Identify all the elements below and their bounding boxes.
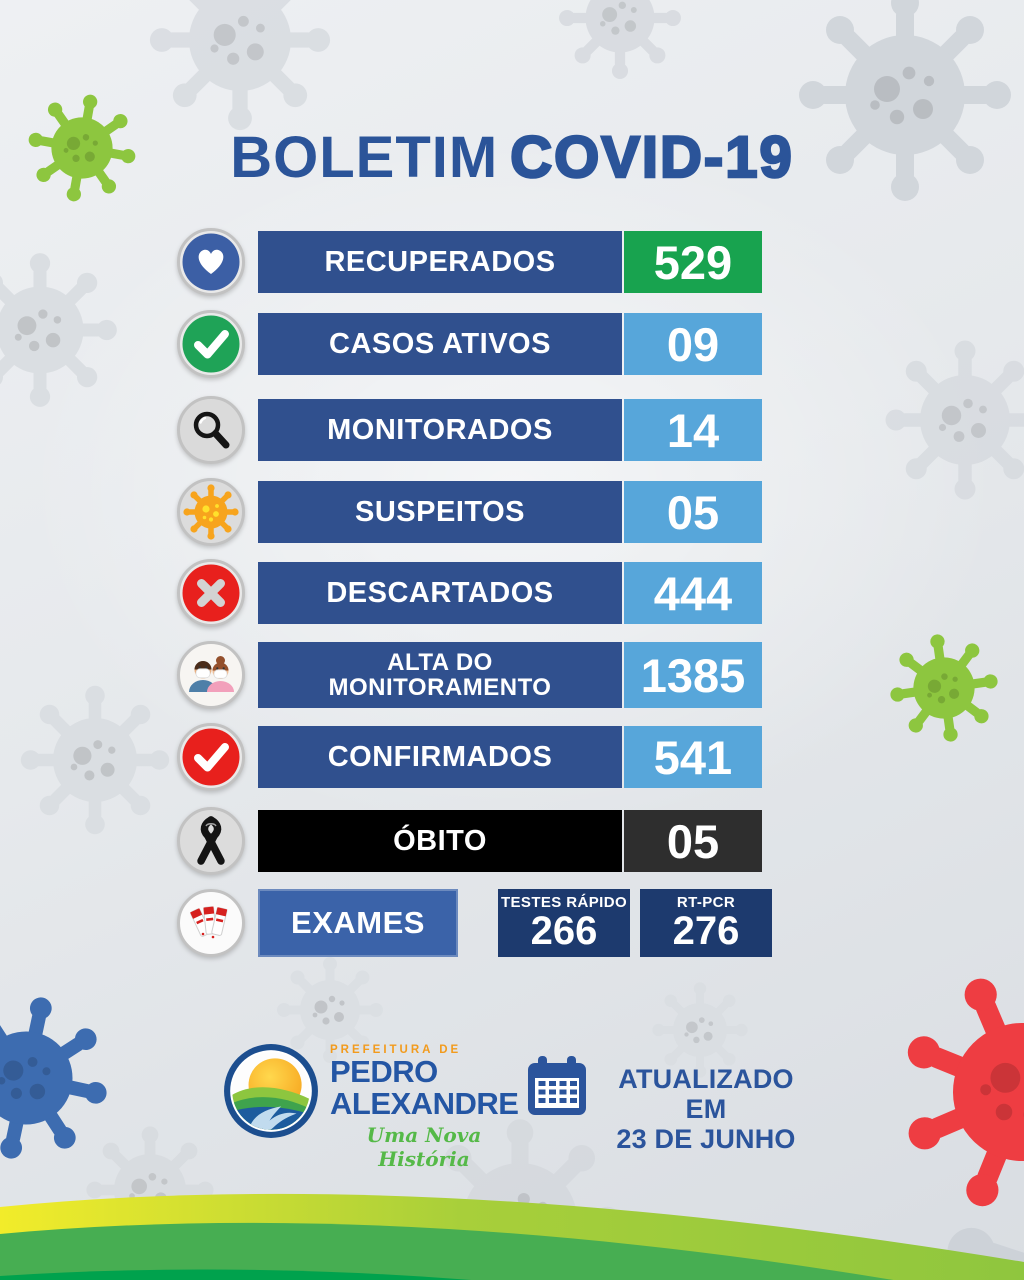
logo-slogan: Uma Nova História (366, 1123, 482, 1172)
green-virus-right (883, 627, 1005, 749)
city-logo (224, 1044, 318, 1138)
test-box-value: 266 (530, 909, 598, 953)
logo-caption: PREFEITURA DE (330, 1044, 462, 1056)
stat-row-casos-ativos: CASOS ATIVOS 09 (176, 309, 762, 379)
magnifier-icon (177, 396, 245, 464)
stat-value: 05 (624, 810, 762, 872)
heart-icon (177, 228, 245, 296)
updated-line1: ATUALIZADO EM (618, 1064, 794, 1125)
stat-value: 541 (624, 726, 762, 788)
stat-label: ÓBITO (258, 810, 622, 872)
test-box-label: TESTES RÁPIDO (500, 894, 628, 911)
stat-label: EXAMES (258, 889, 458, 957)
stat-label: ALTA DO MONITORAMENTO (258, 642, 622, 708)
stat-row-confirmados: CONFIRMADOS 541 (176, 722, 762, 792)
masked-people-icon (177, 641, 245, 709)
stat-row-obito: ÓBITO 05 (176, 806, 762, 876)
stat-value: 05 (624, 481, 762, 543)
stat-row-suspeitos: SUSPEITOS 05 (176, 477, 762, 547)
stat-row-alta-monitoramento: ALTA DO MONITORAMENTO 1385 (176, 640, 762, 710)
stat-value: 529 (624, 231, 762, 293)
green-bands (0, 1193, 1024, 1280)
test-box-label: RT-PCR (676, 894, 736, 911)
updated-line2: 23 DE JUNHO (616, 1124, 796, 1155)
check-circle-red-icon (177, 723, 245, 791)
mourning-ribbon-icon (177, 807, 245, 875)
red-virus-bottom-right (863, 933, 1024, 1250)
virus-orange-icon (177, 478, 245, 546)
stat-value: 1385 (624, 642, 762, 708)
check-circle-green-icon (177, 310, 245, 378)
city-logo-wordmark: PREFEITURA DE PEDRO ALEXANDRE Uma Nova H… (330, 1044, 519, 1172)
x-circle-red-icon (177, 559, 245, 627)
title-prefix: BOLETIM (230, 125, 499, 190)
stat-label: MONITORADOS (258, 399, 622, 461)
test-box-rapido: TESTES RÁPIDO 266 (498, 889, 630, 957)
stat-row-recuperados: RECUPERADOS 529 (176, 227, 762, 297)
test-strips-icon (177, 889, 245, 957)
calendar-icon (528, 1056, 586, 1115)
stat-value: 09 (624, 313, 762, 375)
test-box-rtpcr: RT-PCR 276 (640, 889, 772, 957)
updated-date: ATUALIZADO EM 23 DE JUNHO (596, 1064, 816, 1155)
stat-label: CASOS ATIVOS (258, 313, 622, 375)
title-highlight: COVID-19 (509, 124, 794, 192)
test-box-value: 276 (672, 909, 740, 953)
stat-row-descartados: DESCARTADOS 444 (176, 558, 762, 628)
logo-name-line2: ALEXANDRE (330, 1085, 519, 1121)
stat-label: DESCARTADOS (258, 562, 622, 624)
stat-label: RECUPERADOS (258, 231, 622, 293)
stat-label: SUSPEITOS (258, 481, 622, 543)
stat-row-exames: EXAMES TESTES RÁPIDO 266 RT-PCR 276 (176, 888, 772, 958)
page-title: BOLETIM COVID-19 (0, 124, 1024, 192)
stat-value: 444 (624, 562, 762, 624)
logo-name-line1: PEDRO (330, 1054, 438, 1089)
stat-row-monitorados: MONITORADOS 14 (176, 395, 762, 465)
stat-label: CONFIRMADOS (258, 726, 622, 788)
stat-value: 14 (624, 399, 762, 461)
